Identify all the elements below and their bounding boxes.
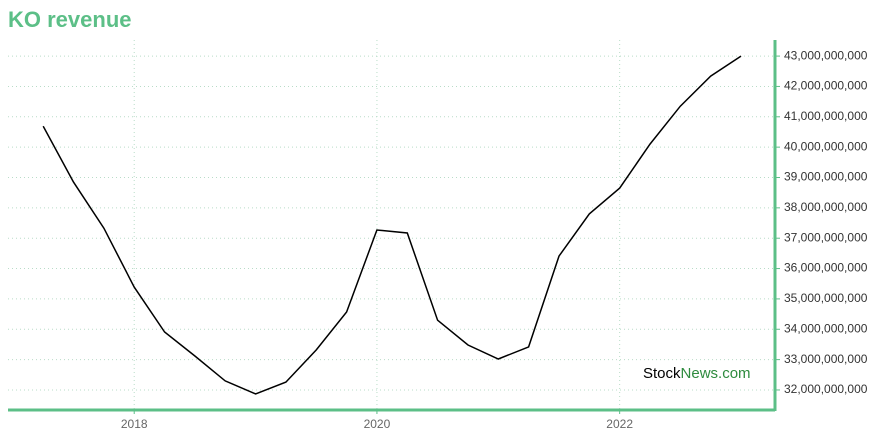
y-tick-label: 36,000,000,000: [784, 261, 868, 275]
y-tick-label: 35,000,000,000: [784, 291, 868, 305]
line-series: [42, 55, 742, 395]
y-tick-label: 41,000,000,000: [784, 109, 868, 123]
x-tick-label: 2018: [121, 417, 148, 431]
y-tick-label: 32,000,000,000: [784, 382, 868, 396]
x-tick-label: 2022: [606, 417, 633, 431]
y-tick-label: 39,000,000,000: [784, 170, 868, 184]
x-tick-label: 2020: [364, 417, 391, 431]
watermark: StockNews.com: [643, 365, 751, 382]
y-tick-label: 40,000,000,000: [784, 139, 868, 153]
chart-title: KO revenue: [8, 7, 132, 32]
y-tick-label: 37,000,000,000: [784, 230, 868, 244]
y-tick-label: 38,000,000,000: [784, 200, 868, 214]
y-tick-label: 42,000,000,000: [784, 79, 868, 93]
y-tick-label: 34,000,000,000: [784, 321, 868, 335]
watermark-part: Stock: [643, 365, 681, 382]
y-tick-label: 43,000,000,000: [784, 48, 868, 62]
y-tick-label: 33,000,000,000: [784, 352, 868, 366]
watermark-part: News.com: [681, 365, 751, 382]
